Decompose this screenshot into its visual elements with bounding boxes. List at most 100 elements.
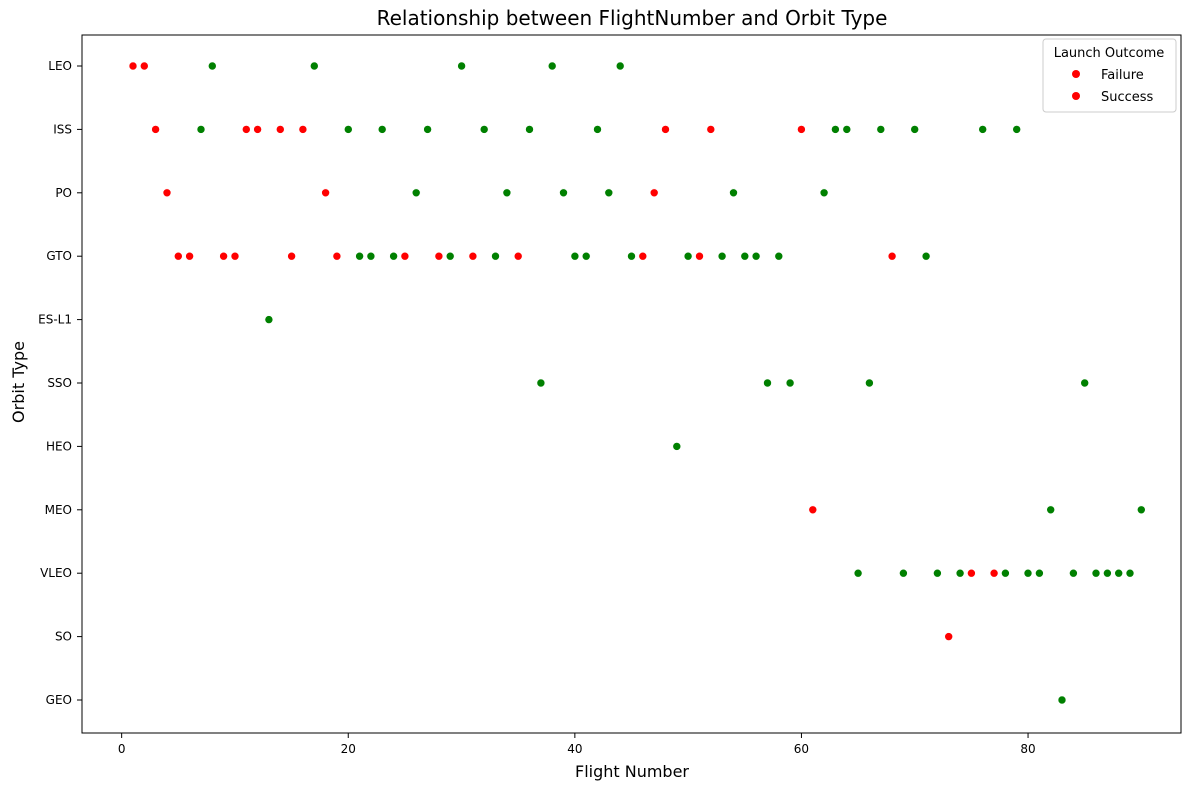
data-point bbox=[389, 251, 398, 261]
y-tick-label: GEO bbox=[46, 693, 72, 707]
data-point bbox=[1137, 505, 1146, 515]
data-point bbox=[751, 251, 761, 261]
data-point bbox=[264, 315, 274, 324]
data-point bbox=[1046, 505, 1055, 515]
data-point bbox=[1091, 568, 1101, 578]
data-point bbox=[661, 125, 670, 134]
data-point bbox=[876, 125, 886, 134]
data-point bbox=[355, 251, 364, 261]
data-point bbox=[525, 125, 534, 134]
y-tick-label: MEO bbox=[45, 503, 72, 517]
data-point bbox=[298, 125, 308, 134]
data-point bbox=[434, 251, 444, 261]
data-point bbox=[933, 568, 942, 578]
data-point bbox=[638, 251, 648, 261]
data-point bbox=[740, 251, 750, 261]
data-point bbox=[309, 61, 319, 71]
data-point bbox=[230, 251, 240, 261]
data-point bbox=[717, 251, 727, 261]
x-tick-label: 40 bbox=[567, 742, 582, 756]
y-axis-label: Orbit Type bbox=[9, 341, 28, 423]
data-point bbox=[615, 61, 625, 71]
data-point bbox=[683, 251, 693, 261]
x-tick-label: 0 bbox=[118, 742, 126, 756]
y-tick-label: ISS bbox=[53, 122, 72, 136]
y-tick-label: SO bbox=[55, 630, 72, 644]
data-point bbox=[491, 251, 500, 261]
data-point bbox=[151, 125, 160, 134]
data-point bbox=[185, 251, 194, 261]
x-tick-label: 60 bbox=[794, 742, 809, 756]
y-tick-label: LEO bbox=[48, 59, 72, 73]
data-point bbox=[162, 188, 172, 198]
legend: Launch Outcome Failure Success bbox=[1042, 38, 1177, 113]
data-point bbox=[174, 251, 183, 261]
legend-marker-failure bbox=[1072, 70, 1080, 78]
data-point bbox=[1080, 378, 1089, 388]
data-point bbox=[219, 251, 228, 261]
data-point bbox=[1001, 568, 1010, 578]
data-point bbox=[808, 505, 818, 515]
data-point bbox=[445, 251, 455, 261]
data-point bbox=[604, 188, 614, 198]
data-point bbox=[763, 378, 772, 388]
data-point bbox=[1012, 125, 1022, 134]
data-point bbox=[423, 125, 432, 134]
data-point bbox=[242, 125, 251, 134]
data-point bbox=[853, 568, 863, 578]
data-point bbox=[865, 378, 874, 388]
y-tick-label: SSO bbox=[47, 376, 72, 390]
data-point bbox=[1114, 568, 1123, 578]
data-point bbox=[332, 251, 342, 261]
data-point bbox=[570, 251, 580, 261]
data-point bbox=[910, 125, 920, 134]
y-tick-label: GTO bbox=[46, 249, 72, 263]
x-axis-label: Flight Number bbox=[575, 762, 689, 781]
data-point bbox=[978, 125, 988, 134]
data-point bbox=[457, 61, 466, 71]
data-point bbox=[468, 251, 478, 261]
y-tick-label: PO bbox=[55, 186, 72, 200]
plot-frame bbox=[81, 34, 1182, 734]
y-tick-label: VLEO bbox=[40, 566, 72, 580]
data-point bbox=[627, 251, 636, 261]
data-point bbox=[831, 125, 840, 134]
legend-marker-success bbox=[1072, 92, 1080, 100]
data-point bbox=[343, 125, 353, 134]
data-point bbox=[275, 125, 285, 134]
data-point bbox=[547, 61, 557, 71]
data-point bbox=[967, 568, 976, 578]
chart-title: Relationship between FlightNumber and Or… bbox=[377, 6, 888, 30]
data-point bbox=[1103, 568, 1112, 578]
data-point bbox=[287, 251, 296, 261]
data-point bbox=[366, 251, 376, 261]
data-point bbox=[649, 188, 659, 198]
y-tick-label: ES-L1 bbox=[38, 313, 72, 327]
data-point bbox=[581, 251, 591, 261]
data-point bbox=[513, 251, 523, 261]
data-point bbox=[729, 188, 738, 198]
data-point bbox=[253, 125, 262, 134]
data-point bbox=[196, 125, 206, 134]
x-tick-label: 80 bbox=[1020, 742, 1035, 756]
data-point bbox=[128, 61, 138, 71]
legend-label-success: Success bbox=[1101, 90, 1154, 105]
data-point bbox=[208, 61, 217, 71]
data-point bbox=[559, 188, 568, 198]
data-point bbox=[1057, 695, 1067, 705]
data-point bbox=[502, 188, 512, 198]
data-point bbox=[989, 568, 999, 578]
data-point bbox=[706, 125, 716, 134]
data-point bbox=[321, 188, 330, 198]
data-point bbox=[785, 378, 795, 388]
data-point bbox=[842, 125, 852, 134]
data-point bbox=[140, 61, 149, 71]
data-point bbox=[1125, 568, 1135, 578]
data-point bbox=[1069, 568, 1078, 578]
data-point bbox=[377, 125, 387, 134]
data-point bbox=[1023, 568, 1033, 578]
legend-label-failure: Failure bbox=[1101, 68, 1144, 83]
data-point bbox=[774, 251, 784, 261]
